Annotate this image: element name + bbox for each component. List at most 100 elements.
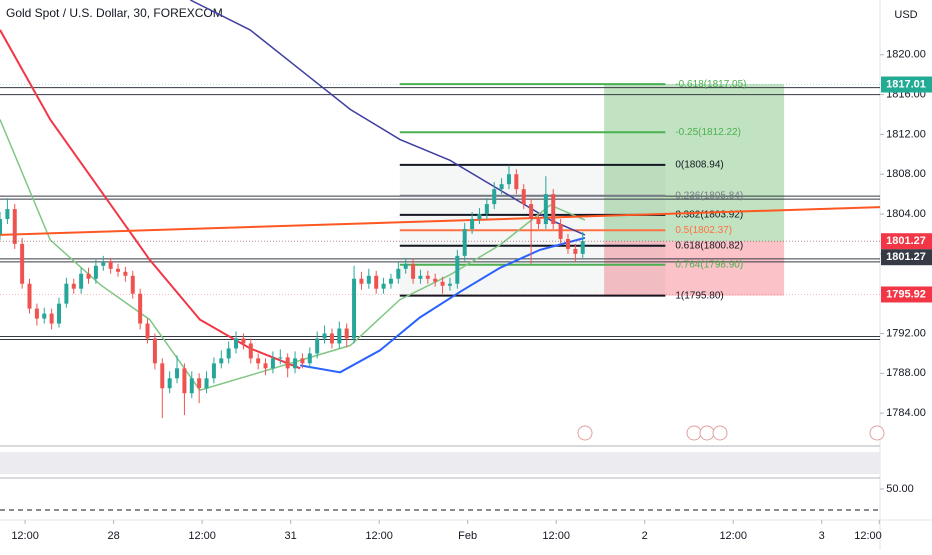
candle-body bbox=[241, 338, 246, 344]
candle-body bbox=[425, 275, 430, 279]
candle-body bbox=[506, 174, 511, 185]
event-icons bbox=[577, 425, 885, 441]
candle-body bbox=[381, 283, 386, 289]
candle-body bbox=[418, 275, 423, 279]
candle-body bbox=[300, 358, 305, 364]
candle-body bbox=[57, 303, 62, 324]
moving-average bbox=[189, 0, 586, 236]
candle-body bbox=[0, 219, 2, 234]
x-tick-label: 12:00 bbox=[542, 530, 570, 542]
candle-body bbox=[256, 358, 261, 364]
event-icon[interactable] bbox=[686, 425, 702, 441]
y-tick-label: 1820.00 bbox=[886, 49, 926, 61]
candle-body bbox=[580, 241, 585, 254]
event-icon[interactable] bbox=[577, 425, 593, 441]
event-icon[interactable] bbox=[712, 425, 728, 441]
candle-body bbox=[543, 194, 548, 224]
fib-label: 0.5(1802.37) bbox=[675, 225, 732, 236]
candle-body bbox=[403, 263, 408, 269]
candle-body bbox=[175, 368, 180, 379]
price-badge-label: 1801.27 bbox=[886, 251, 926, 263]
candle-body bbox=[278, 357, 283, 359]
candle-body bbox=[551, 194, 556, 224]
candle-body bbox=[307, 353, 312, 364]
moving-average bbox=[300, 236, 586, 374]
price-badge-label: 1801.27 bbox=[886, 235, 926, 247]
candle-body bbox=[573, 248, 578, 254]
candle-body bbox=[79, 273, 84, 289]
candle-body bbox=[492, 189, 497, 205]
candle-body bbox=[411, 263, 416, 279]
candle-body bbox=[388, 278, 393, 284]
fib-label: -0.25(1812.22) bbox=[675, 127, 741, 138]
x-tick-label: 28 bbox=[107, 530, 119, 542]
x-tick-label: 12:00 bbox=[365, 530, 393, 542]
candle-body bbox=[197, 378, 202, 389]
x-tick-label: Feb bbox=[458, 530, 477, 542]
candle-body bbox=[219, 358, 224, 364]
event-icon[interactable] bbox=[869, 425, 885, 441]
candle-body bbox=[5, 209, 10, 220]
candle-body bbox=[167, 378, 172, 389]
price-badge bbox=[881, 249, 932, 266]
fib-label: 0.618(1800.82) bbox=[675, 240, 743, 251]
candle-body bbox=[248, 343, 253, 359]
candle-body bbox=[514, 174, 519, 190]
candle-body bbox=[49, 313, 54, 324]
candle-body bbox=[204, 378, 209, 389]
candle-body bbox=[130, 275, 135, 294]
candle-body bbox=[322, 333, 327, 339]
fib-label: 0.764(1798.90) bbox=[675, 259, 743, 270]
candle-body bbox=[315, 338, 320, 354]
y-tick-label: 1792.00 bbox=[886, 327, 926, 339]
candle-body bbox=[433, 278, 438, 282]
candle-body bbox=[211, 363, 216, 379]
chart-title: Gold Spot / U.S. Dollar, 30, FOREXCOM bbox=[6, 6, 223, 20]
candle-body bbox=[477, 214, 482, 220]
candle-body bbox=[529, 204, 534, 220]
candle-body bbox=[64, 283, 69, 304]
stop-zone bbox=[604, 241, 785, 296]
y-tick-label: 1804.00 bbox=[886, 208, 926, 220]
candle-body bbox=[536, 219, 541, 224]
x-tick-label: 12:00 bbox=[719, 530, 747, 542]
candle-body bbox=[145, 323, 150, 339]
candle-body bbox=[499, 184, 504, 190]
oscillator-tick-label: 50.00 bbox=[886, 483, 914, 495]
candle-body bbox=[226, 348, 231, 359]
moving-average bbox=[0, 206, 881, 236]
candle-body bbox=[359, 278, 364, 284]
candle-body bbox=[293, 358, 298, 369]
candle-body bbox=[263, 363, 268, 369]
candle-body bbox=[12, 209, 17, 244]
candle-body bbox=[116, 268, 121, 272]
x-tick-label: 2 bbox=[642, 530, 648, 542]
candle-body bbox=[455, 255, 460, 284]
moving-average bbox=[0, 119, 586, 392]
candle-body bbox=[152, 338, 157, 364]
candle-body bbox=[71, 283, 76, 289]
y-tick-label: 1812.00 bbox=[886, 128, 926, 140]
price-badge-label: 1795.92 bbox=[886, 288, 926, 300]
candle-body bbox=[182, 368, 187, 394]
candle-body bbox=[108, 261, 113, 269]
candle-body bbox=[138, 293, 143, 324]
candle-body bbox=[462, 228, 467, 256]
x-tick-label: 12:00 bbox=[11, 530, 39, 542]
candle-body bbox=[285, 357, 290, 369]
x-tick-label: 12:00 bbox=[854, 530, 882, 542]
candle-body bbox=[565, 238, 570, 249]
candle-body bbox=[366, 275, 371, 284]
indicator-band bbox=[0, 452, 880, 474]
event-icon[interactable] bbox=[699, 425, 715, 441]
candle-body bbox=[20, 243, 25, 284]
candle-body bbox=[374, 275, 379, 289]
fib-label: 1(1795.80) bbox=[675, 290, 723, 301]
fib-label: 0.236(1805.84) bbox=[675, 190, 743, 201]
fib-label: 0.382(1803.92) bbox=[675, 209, 743, 220]
candle-body bbox=[101, 261, 106, 266]
x-tick-label: 31 bbox=[285, 530, 297, 542]
price-badge-label: 1817.01 bbox=[886, 78, 926, 90]
candle-body bbox=[86, 273, 91, 279]
